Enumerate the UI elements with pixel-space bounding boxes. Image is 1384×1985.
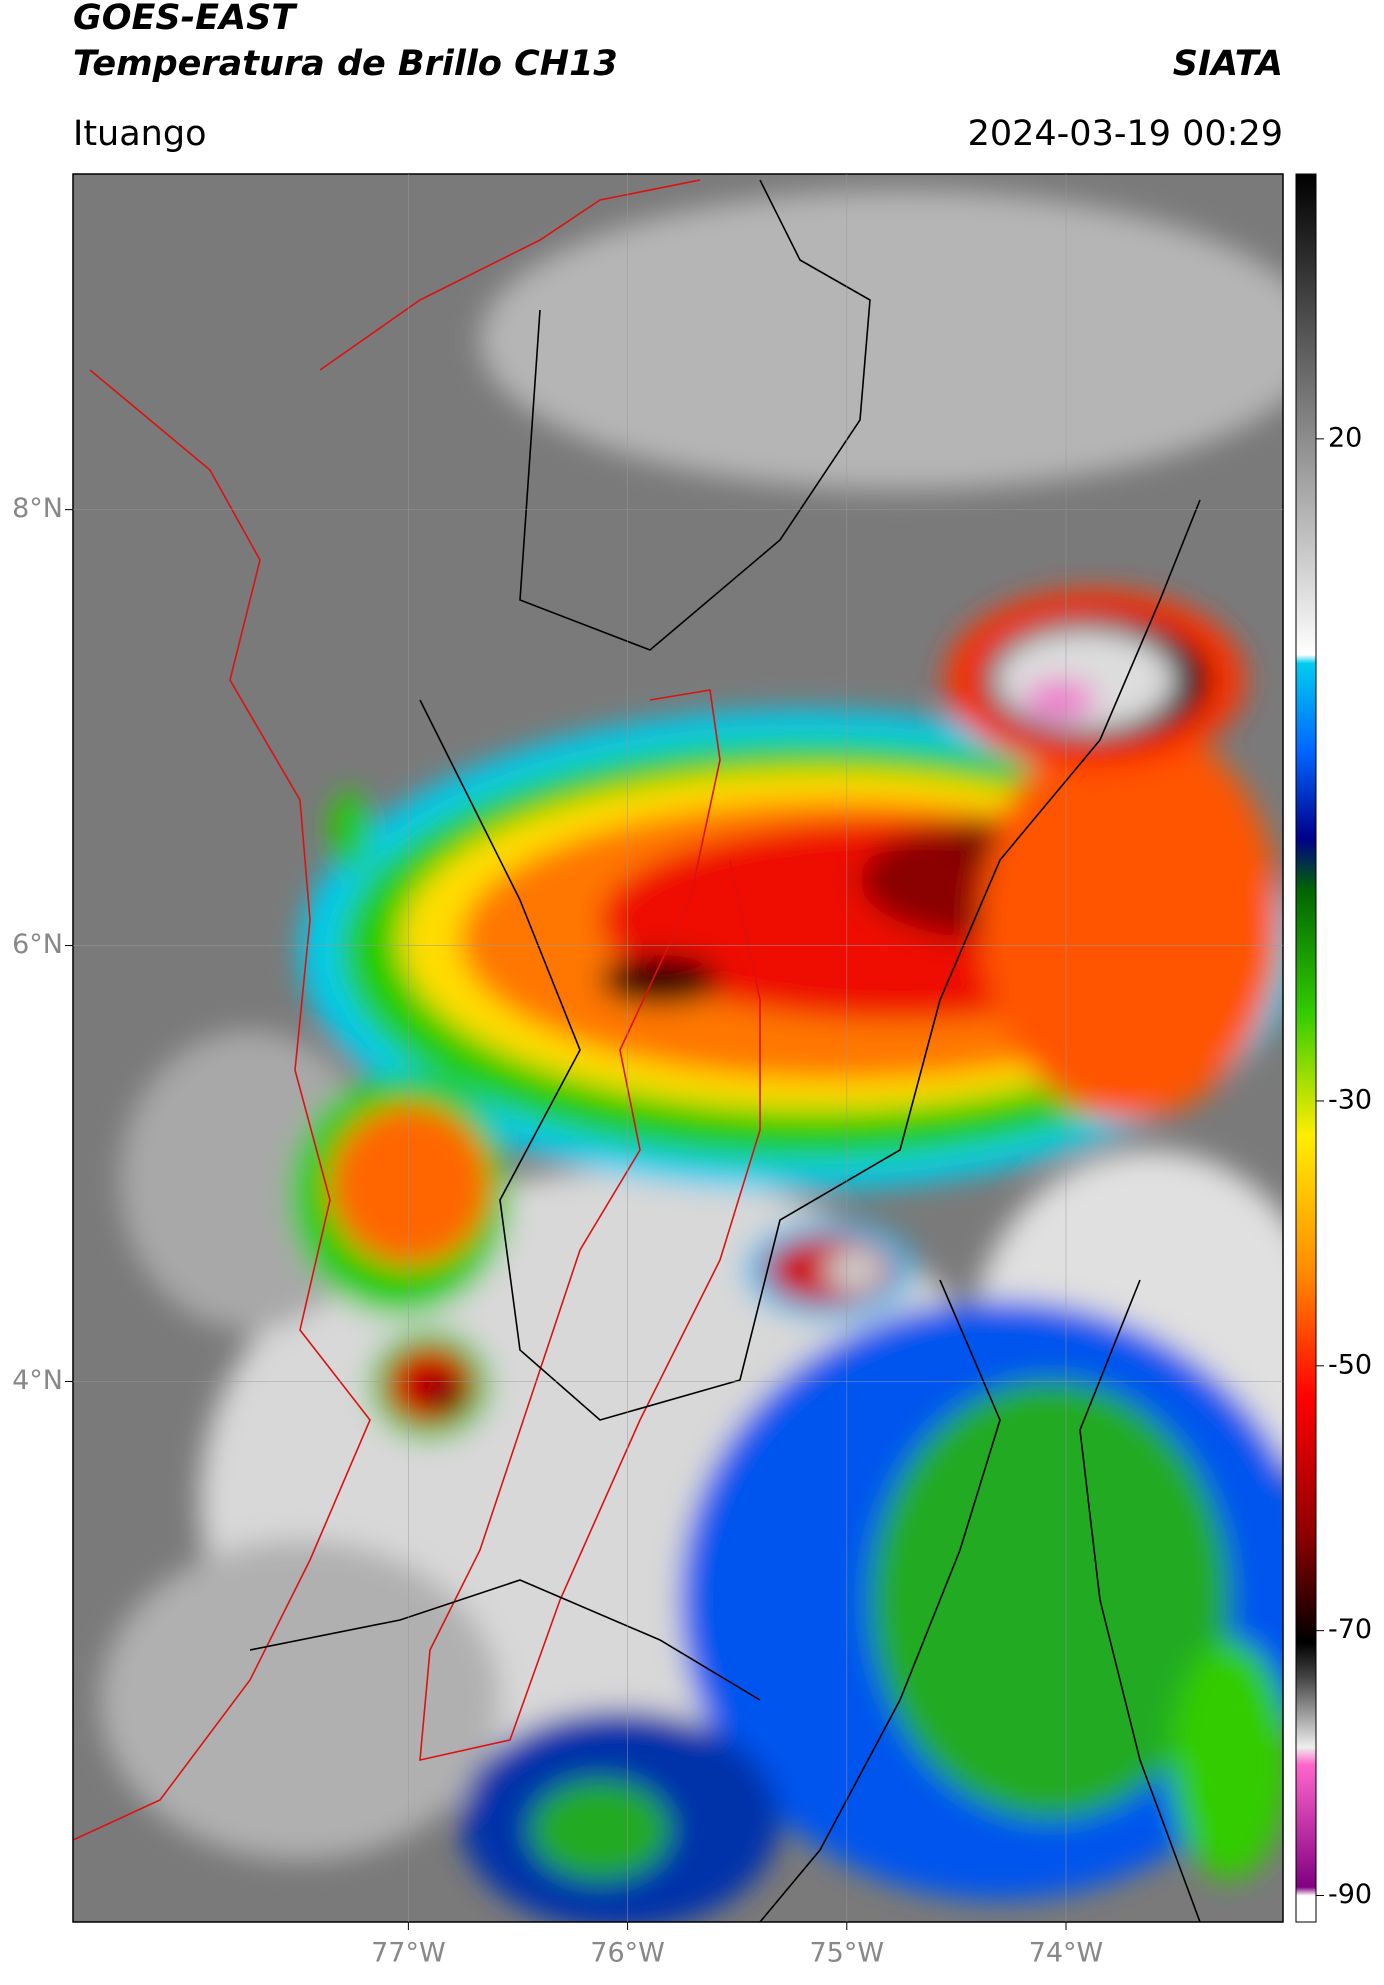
colorbar-label: -30 <box>1328 1084 1372 1115</box>
y-tick-label: 8°N <box>12 493 63 524</box>
colorbar <box>1295 173 1317 1923</box>
colorbar-label: -70 <box>1328 1614 1372 1645</box>
brand: SIATA <box>1173 44 1283 84</box>
satellite-image <box>73 174 1283 1922</box>
map-frame <box>72 173 1284 1923</box>
subtitle: Temperatura de Brillo CH13 <box>73 44 618 84</box>
x-tick-label: 75°W <box>810 1938 885 1969</box>
colorbar-label: -50 <box>1328 1349 1372 1380</box>
x-tick-label: 77°W <box>371 1938 446 1969</box>
title: GOES-EAST <box>73 0 298 38</box>
y-tick-label: 4°N <box>12 1365 63 1396</box>
colorbar-label: 20 <box>1328 422 1362 453</box>
colorbar-label: -90 <box>1328 1879 1372 1910</box>
y-tick-label: 6°N <box>12 929 63 960</box>
datetime: 2024-03-19 00:29 <box>968 114 1283 154</box>
location: Ituango <box>73 114 207 154</box>
x-tick-label: 74°W <box>1029 1938 1104 1969</box>
x-tick-label: 76°W <box>590 1938 665 1969</box>
borders <box>73 179 1201 1922</box>
